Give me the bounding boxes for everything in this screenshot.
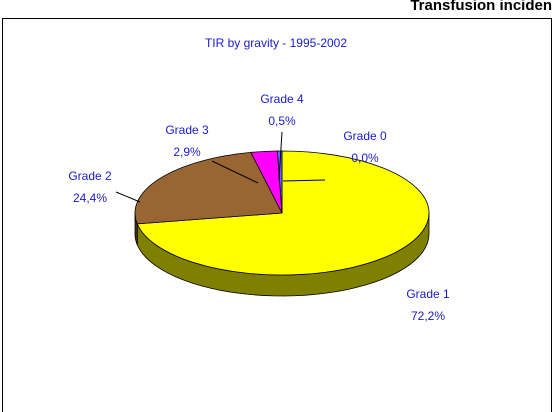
leader-line xyxy=(211,160,259,184)
leader-line xyxy=(115,191,141,203)
slice-label: Grade 2 xyxy=(68,169,112,183)
slice-label: Grade 3 xyxy=(165,123,209,137)
slice-label: Grade 0 xyxy=(343,129,387,143)
slice-label: Grade 4 xyxy=(260,92,304,106)
slice xyxy=(276,150,283,214)
chart-title: TIR by gravity - 1995-2002 xyxy=(205,36,347,50)
slice-value-label: 24,4% xyxy=(73,191,107,205)
slice xyxy=(134,151,283,225)
slice-value-label: 0,5% xyxy=(268,114,296,128)
slice-value-label: 0,0% xyxy=(351,151,379,165)
slice xyxy=(136,150,430,276)
leader-line xyxy=(278,131,283,181)
slice-value-label: 2,9% xyxy=(173,145,201,159)
slice-value-label: 72,2% xyxy=(411,309,445,323)
slice-label: Grade 1 xyxy=(406,287,450,301)
leader-line xyxy=(282,179,326,182)
page-header: Transfusion inciden xyxy=(410,0,552,14)
